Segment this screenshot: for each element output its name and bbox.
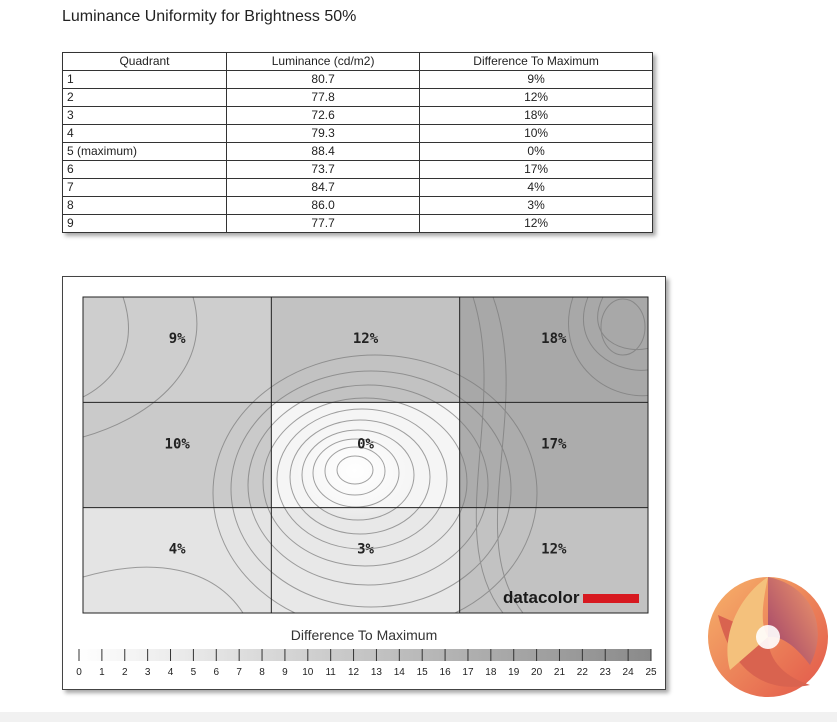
scale-tick-label: 13 [371, 667, 383, 678]
quadrant-cell: 7 [62, 178, 227, 197]
table-row: 3 72.6 18% [62, 106, 653, 125]
cell-difference-label: 10% [165, 436, 191, 452]
scale-gradient-bar [79, 649, 651, 661]
quadrant-cell: 8 [62, 196, 227, 215]
cell-difference-label: 0% [357, 436, 374, 452]
column-header-luminance: Luminance (cd/m2) [225, 52, 421, 71]
scale-tick-label: 7 [236, 667, 242, 678]
quadrant-cell: 2 [62, 88, 227, 107]
luminance-cell: 84.7 [225, 178, 421, 197]
difference-cell: 3% [419, 196, 653, 215]
scale-tick-label: 9 [282, 667, 288, 678]
cell-difference-label: 12% [541, 542, 567, 558]
quadrant-cell: 4 [62, 124, 227, 143]
luminance-cell: 77.8 [225, 88, 421, 107]
luminance-table: Quadrant Luminance (cd/m2) Difference To… [62, 52, 653, 233]
scale-tick-label: 14 [394, 667, 406, 678]
quadrant-grid [82, 296, 649, 614]
difference-cell: 0% [419, 142, 653, 161]
brand-text: datacolor [503, 588, 580, 607]
heatmap-cell [459, 297, 648, 403]
difference-cell: 18% [419, 106, 653, 125]
quadrant-cell: 1 [62, 70, 227, 89]
scale-tick-label: 25 [645, 667, 657, 678]
luminance-cell: 77.7 [225, 214, 421, 233]
scale-tick-label: 8 [259, 667, 265, 678]
difference-cell: 12% [419, 214, 653, 233]
contour-lines [83, 297, 648, 613]
table-row: 2 77.8 12% [62, 88, 653, 107]
column-header-difference: Difference To Maximum [419, 52, 653, 71]
cell-difference-label: 3% [357, 542, 374, 558]
scale-tick-label: 24 [623, 667, 635, 678]
scale-tick-label: 1 [99, 667, 105, 678]
cell-difference-label: 17% [541, 436, 567, 452]
heatmap-cell [83, 402, 272, 509]
scale-tick-label: 6 [213, 667, 219, 678]
legend-title: Difference To Maximum [290, 627, 438, 643]
datacolor-logo: datacolor [503, 588, 639, 607]
scale-tick-label: 15 [417, 667, 429, 678]
quadrant-cell: 6 [62, 160, 227, 179]
scale-tick-label: 18 [485, 667, 497, 678]
scale-tick-label: 22 [577, 667, 589, 678]
scale-tick-label: 11 [325, 667, 336, 678]
heatmap-cell [271, 507, 461, 613]
plot-border [82, 296, 649, 614]
difference-cell: 10% [419, 124, 653, 143]
heatmap-cell [459, 402, 648, 509]
table-row: 5 (maximum) 88.4 0% [62, 142, 653, 161]
page-footer-bar [0, 712, 837, 722]
scale-tick-label: 20 [531, 667, 543, 678]
scale-tick-label: 3 [145, 667, 151, 678]
table-row: 8 86.0 3% [62, 196, 653, 215]
scale-tick-label: 17 [462, 667, 474, 678]
scale-tick-label: 5 [191, 667, 197, 678]
table-header-row: Quadrant Luminance (cd/m2) Difference To… [62, 52, 653, 71]
table-row: 4 79.3 10% [62, 124, 653, 143]
luminance-cell: 86.0 [225, 196, 421, 215]
page-title: Luminance Uniformity for Brightness 50% [62, 8, 357, 25]
cell-difference-label: 9% [169, 331, 186, 347]
scale-tick-label: 19 [508, 667, 520, 678]
luminance-cell: 88.4 [225, 142, 421, 161]
kitguru-logo-icon [708, 577, 828, 697]
cell-difference-label: 18% [541, 331, 567, 347]
heatmap-cell [83, 507, 272, 613]
luminance-cell: 80.7 [225, 70, 421, 89]
scale-tick-label: 10 [302, 667, 314, 678]
difference-cell: 17% [419, 160, 653, 179]
quadrant-cell: 9 [62, 214, 227, 233]
quadrant-cell: 3 [62, 106, 227, 125]
scale-tick-label: 4 [168, 667, 174, 678]
quadrant-cell: 5 (maximum) [62, 142, 227, 161]
table-row: 1 80.7 9% [62, 70, 653, 89]
scale-tick-label: 0 [76, 667, 82, 678]
table-row: 6 73.7 17% [62, 160, 653, 179]
scale-tick-label: 12 [348, 667, 360, 678]
difference-cell: 4% [419, 178, 653, 197]
scale-tick-label: 23 [600, 667, 612, 678]
column-header-quadrant: Quadrant [62, 52, 227, 71]
cell-difference-label: 4% [169, 542, 186, 558]
difference-scale: 0 1 2 3 4 5 6 7 8 9 10 11 12 13 14 15 16 17 18 19 20 21 22 23 24… [76, 649, 657, 678]
difference-cell: 12% [419, 88, 653, 107]
luminance-cell: 73.7 [225, 160, 421, 179]
scale-tick-label: 16 [440, 667, 452, 678]
luminance-cell: 72.6 [225, 106, 421, 125]
cell-difference-label: 12% [353, 331, 379, 347]
difference-cell: 9% [419, 70, 653, 89]
luminance-cell: 79.3 [225, 124, 421, 143]
scale-tick-label: 2 [122, 667, 128, 678]
table-row: 7 84.7 4% [62, 178, 653, 197]
table-row: 9 77.7 12% [62, 214, 653, 233]
scale-tick-label: 21 [554, 667, 566, 678]
heatmap-cell [83, 297, 272, 403]
